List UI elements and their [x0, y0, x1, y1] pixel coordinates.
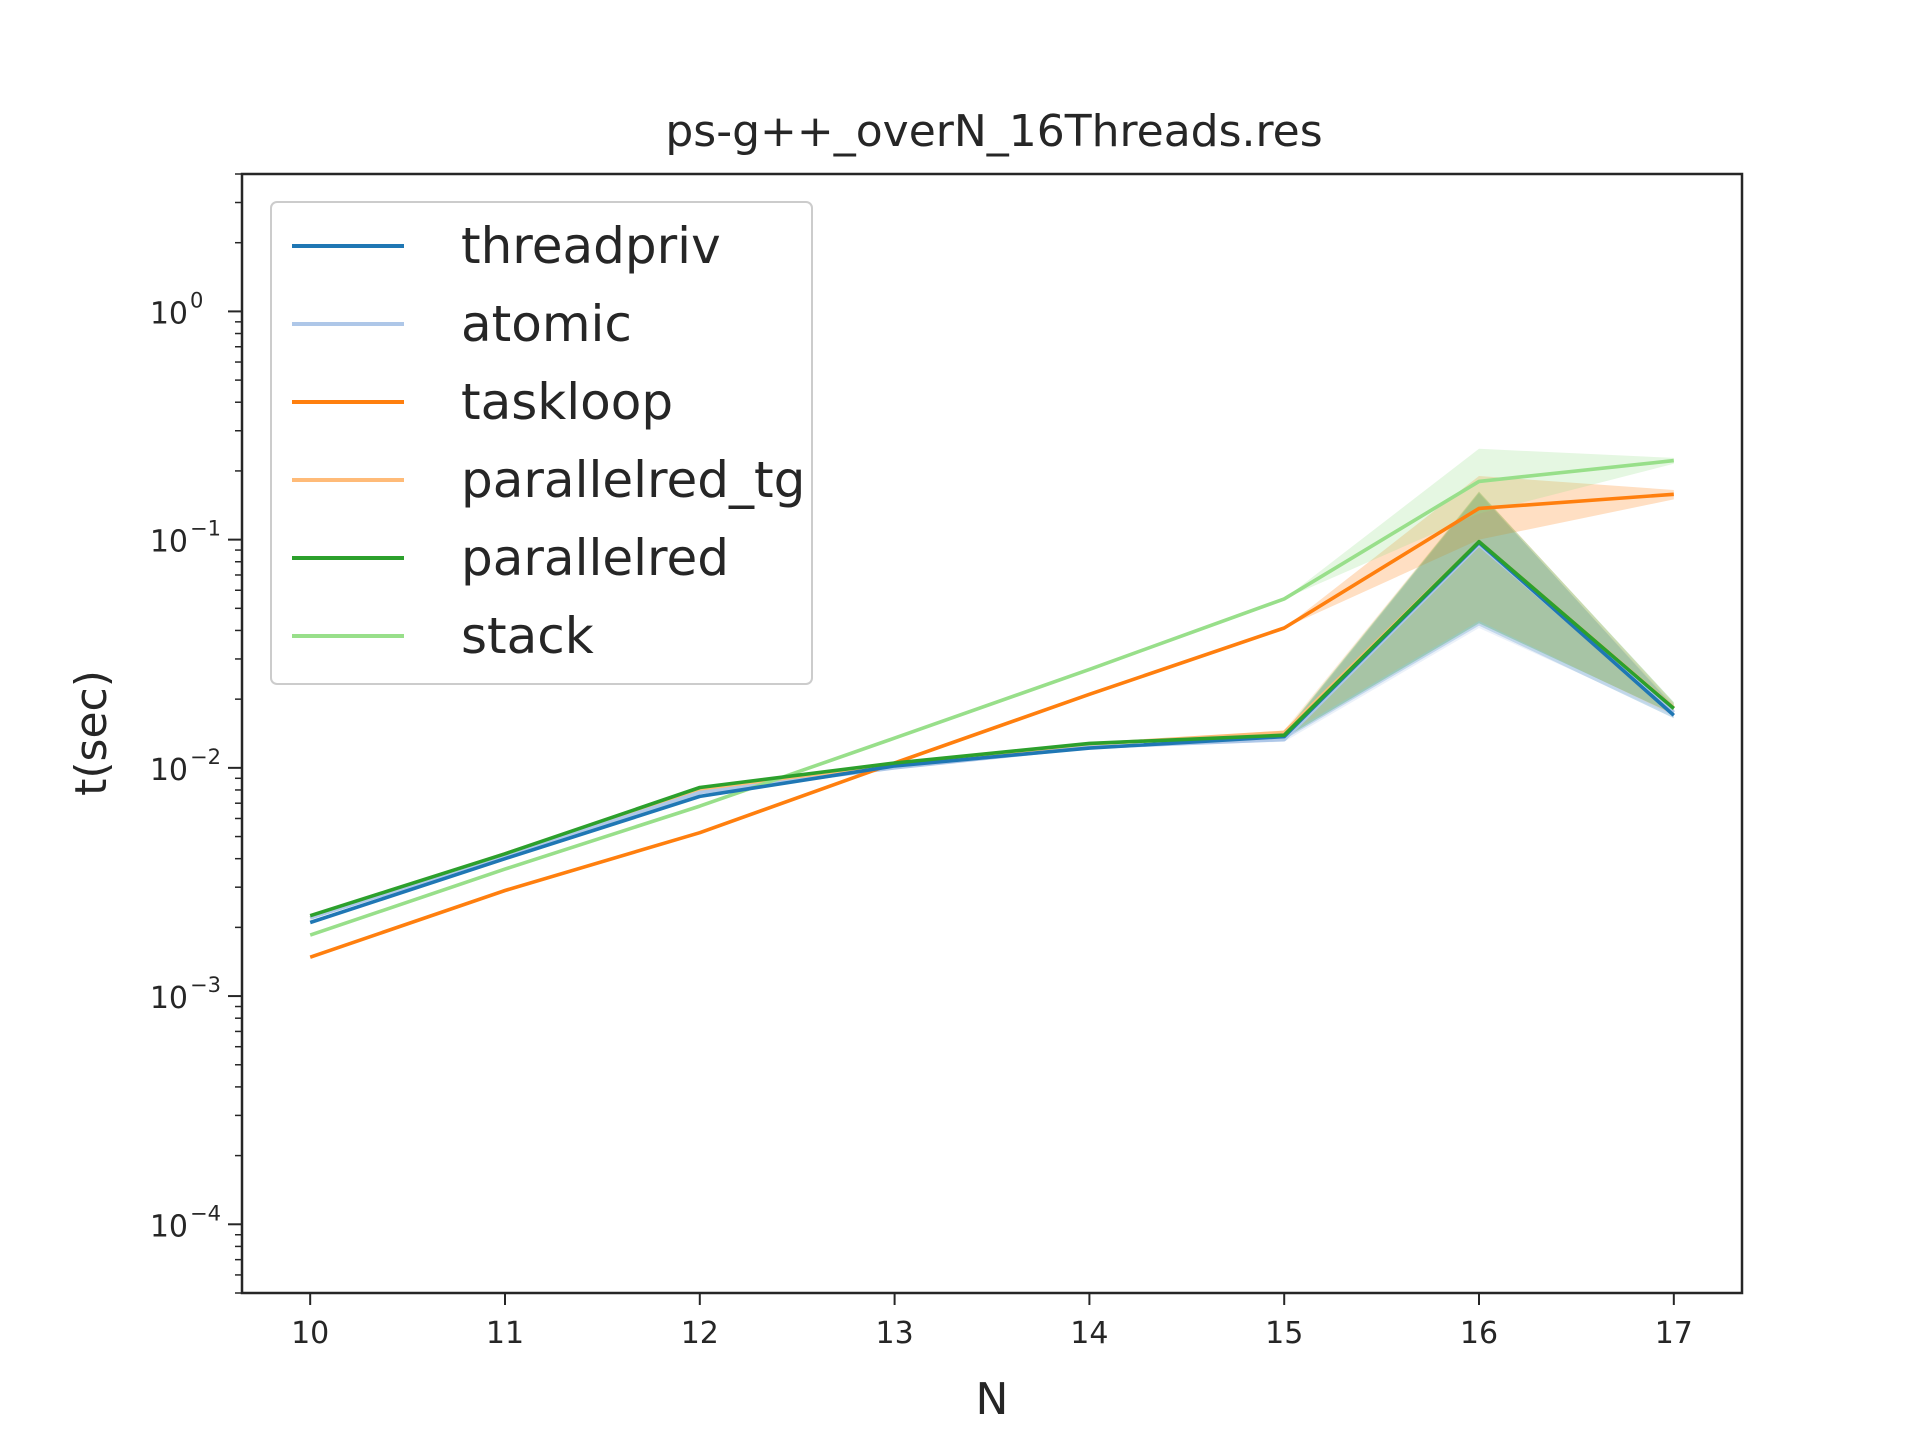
x-tick-label: 11	[486, 1316, 524, 1351]
legend-label-threadpriv: threadpriv	[461, 217, 721, 275]
x-tick-label: 15	[1265, 1316, 1303, 1351]
legend-label-atomic: atomic	[461, 295, 632, 353]
line-stack	[309, 458, 1674, 937]
x-tick-label: 10	[291, 1316, 329, 1351]
y-axis-label: t(sec)	[66, 670, 117, 796]
legend-label-stack: stack	[461, 607, 594, 665]
x-tick-label: 17	[1655, 1316, 1693, 1351]
legend: threadpriv atomic taskloop parallelred_tgpa…	[270, 201, 813, 685]
legend-label-parallelred: parallelred	[461, 529, 729, 587]
y-tick-exponent: −2	[190, 745, 221, 769]
x-tick-label: 12	[681, 1316, 719, 1351]
legend-label-taskloop: taskloop	[461, 373, 673, 431]
plot-frame	[240, 172, 1744, 1295]
line-parallelred	[309, 539, 1675, 918]
y-tick-label: 10	[150, 296, 188, 331]
x-tick-label: 14	[1070, 1316, 1108, 1351]
y-tick-label: 10	[150, 1209, 188, 1244]
line-taskloop	[309, 492, 1674, 959]
y-tick-exponent: −1	[190, 517, 221, 541]
legend-box	[270, 201, 813, 685]
y-tick-exponent: 0	[190, 288, 203, 312]
legend-label-parallelred_tg: parallelred_tg	[461, 451, 805, 509]
y-tick-label: 10	[150, 981, 188, 1016]
y-tick-label: 10	[150, 753, 188, 788]
series-lines	[309, 458, 1675, 959]
x-axis: 10 11 12 13 14 15 16 17	[291, 1293, 1693, 1351]
y-tick-exponent: −3	[190, 973, 221, 997]
x-axis-label: N	[976, 1374, 1009, 1425]
x-tick-label: 13	[876, 1316, 914, 1351]
y-tick-exponent: −4	[190, 1201, 221, 1225]
y-tick-label: 10	[150, 525, 188, 560]
x-tick-label: 16	[1460, 1316, 1498, 1351]
chart-title: ps-g++_overN_16Threads.res	[665, 106, 1322, 157]
